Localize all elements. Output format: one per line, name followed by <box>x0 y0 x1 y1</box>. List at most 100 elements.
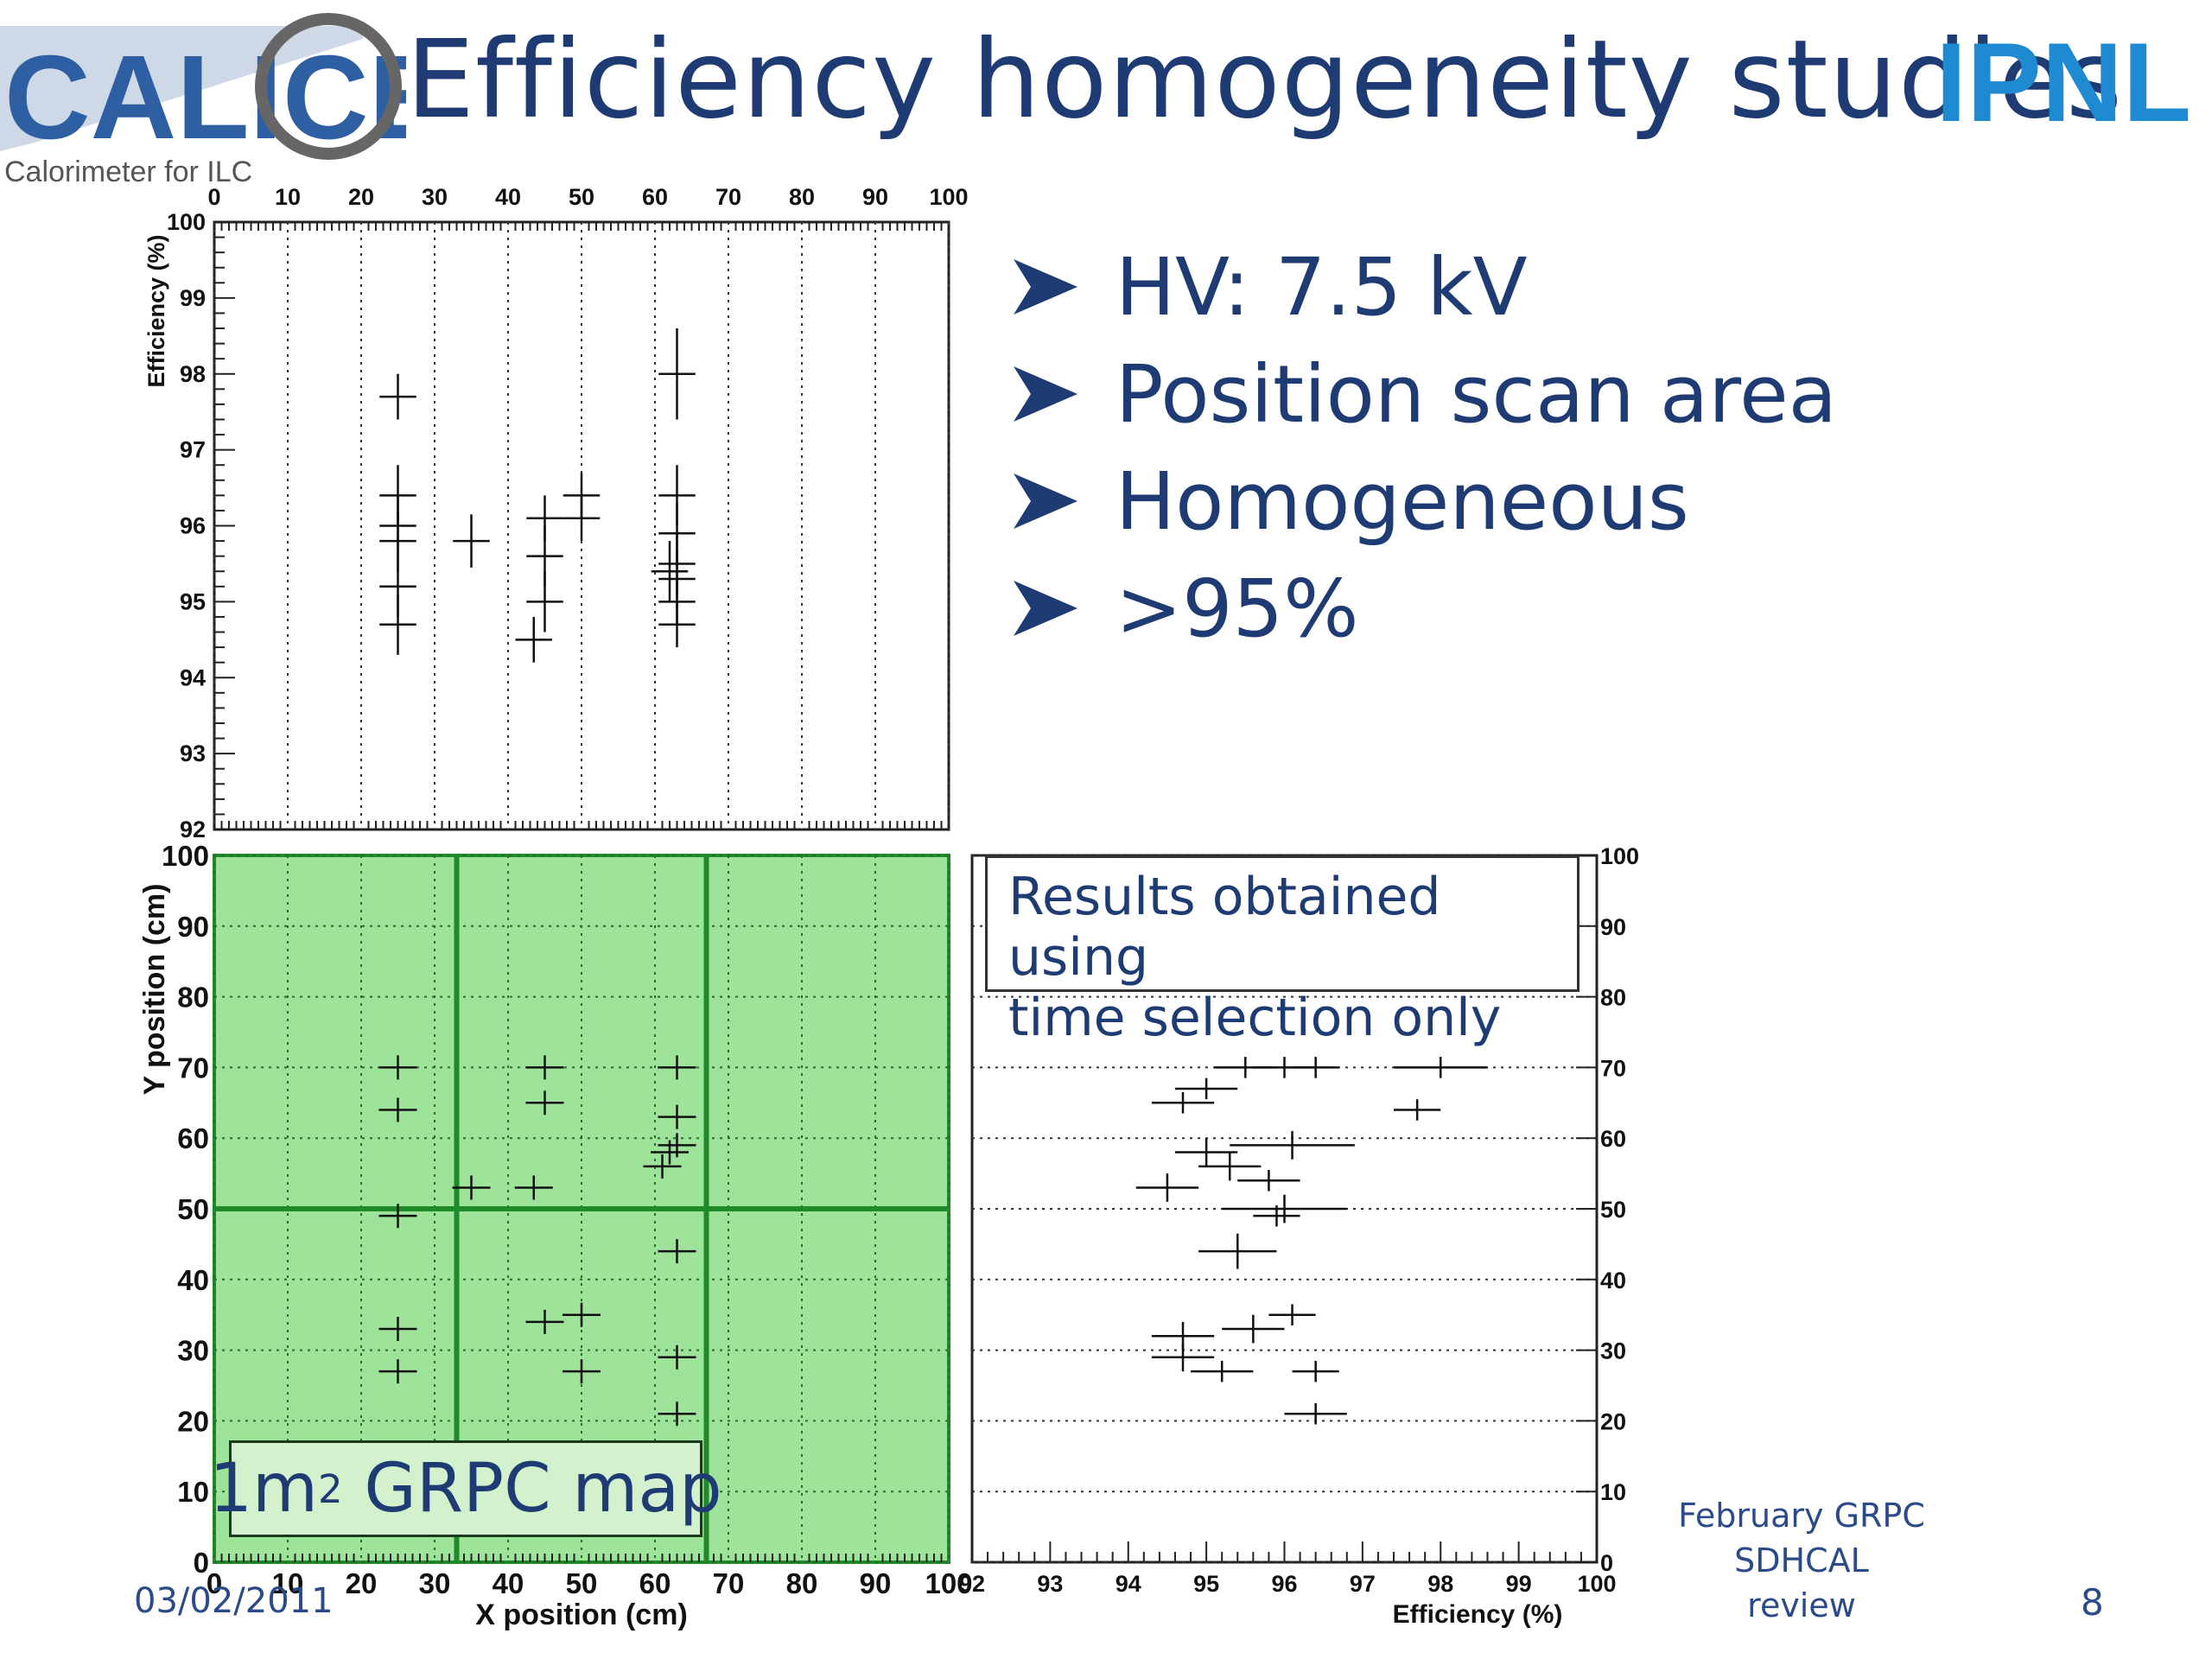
y-tick-label: 0 <box>194 1547 209 1579</box>
map-point <box>514 1175 553 1200</box>
data-point <box>658 601 696 648</box>
y-tick-label: 100 <box>1600 843 1639 869</box>
data-point <box>1198 1233 1277 1269</box>
y-tick-label: 60 <box>1600 1126 1626 1152</box>
data-point <box>1151 1343 1215 1372</box>
arrow-bullet-icon <box>1014 581 1077 636</box>
x-tick-label: 98 <box>1427 1571 1453 1597</box>
x-tick-label: 30 <box>419 1567 451 1599</box>
x-tick-label: 20 <box>348 184 374 210</box>
review-line: SDHCAL review <box>1734 1541 1869 1624</box>
bullet-item: Position scan area <box>1007 340 1837 448</box>
y-tick-label: 50 <box>1600 1197 1626 1223</box>
data-point <box>1174 1077 1238 1100</box>
map-point <box>525 1090 564 1116</box>
data-point <box>515 616 552 663</box>
map-point <box>378 1359 417 1384</box>
y-tick-label: 10 <box>1600 1479 1626 1505</box>
map-point <box>658 1055 696 1080</box>
x-tick-label: 50 <box>566 1567 598 1599</box>
data-point <box>1151 1092 1215 1114</box>
x-tick-label: 90 <box>860 1567 892 1599</box>
y-tick-label: 80 <box>1600 985 1626 1011</box>
x-axis-label: X position (cm) <box>475 1599 688 1631</box>
data-point <box>453 514 490 568</box>
review-label: February GRPC SDHCAL review <box>1676 1493 1927 1628</box>
x-tick-label: 10 <box>275 184 301 210</box>
data-point <box>651 541 689 602</box>
map-label-sup: 2 <box>317 1465 343 1512</box>
y-tick-label: 96 <box>180 513 206 539</box>
y-axis-label: Efficiency (%) <box>143 234 169 387</box>
x-tick-label: 10 <box>272 1567 304 1599</box>
map-point <box>378 1055 417 1080</box>
slide-date: 03/02/2011 <box>134 1581 334 1621</box>
x-tick-label: 0 <box>207 184 220 210</box>
data-point <box>1135 1173 1199 1202</box>
bullet-text: Homogeneous <box>1116 454 1689 548</box>
map-point <box>563 1359 601 1384</box>
data-point <box>1394 1057 1488 1078</box>
x-tick-label: 60 <box>642 184 668 210</box>
review-line: February GRPC <box>1678 1497 1925 1535</box>
y-tick-label: 98 <box>180 361 206 387</box>
data-point <box>658 328 696 420</box>
y-tick-label: 10 <box>177 1476 209 1508</box>
y-tick-label: 40 <box>1600 1268 1626 1294</box>
x-tick-label: 100 <box>1577 1571 1616 1597</box>
data-point <box>1253 1205 1300 1227</box>
map-point <box>563 1302 601 1327</box>
ipnl-logo: IPNL <box>1936 26 2191 138</box>
bullet-text: >95% <box>1116 562 1359 655</box>
calice-logo: CALICE Calorimeter for ILC <box>0 13 406 188</box>
x-tick-label: 96 <box>1271 1571 1297 1597</box>
data-point <box>1191 1360 1254 1382</box>
map-point <box>643 1154 682 1179</box>
bullet-list: HV: 7.5 kV Position scan area Homogeneou… <box>1007 233 1837 662</box>
x-tick-label: 99 <box>1506 1571 1532 1597</box>
data-point <box>1237 1170 1300 1192</box>
bullet-item: >95% <box>1007 555 1837 662</box>
y-tick-label: 20 <box>1600 1408 1626 1434</box>
data-point <box>1222 1194 1347 1224</box>
y-tick-label: 90 <box>177 911 209 943</box>
y-tick-label: 40 <box>177 1264 209 1296</box>
map-point <box>525 1055 564 1080</box>
data-point <box>526 571 563 632</box>
y-tick-label: 60 <box>177 1122 209 1154</box>
x-tick-label: 93 <box>1037 1571 1063 1597</box>
data-point <box>1292 1057 1339 1078</box>
arrow-bullet-icon <box>1014 474 1077 529</box>
arrow-bullet-icon <box>1014 366 1077 422</box>
x-tick-label: 60 <box>639 1567 671 1599</box>
x-tick-label: 90 <box>862 184 888 210</box>
slide-title: Efficiency homogeneity studies <box>406 17 2123 143</box>
bullet-item: HV: 7.5 kV <box>1007 233 1837 340</box>
map-point <box>658 1239 696 1264</box>
data-point <box>1268 1304 1316 1325</box>
bullet-text: HV: 7.5 kV <box>1116 240 1528 334</box>
y-tick-label: 20 <box>177 1405 209 1437</box>
y-axis-label: Y position (cm) <box>138 884 171 1096</box>
map-point <box>525 1309 564 1334</box>
data-point <box>379 594 416 655</box>
ipnl-logo-text: IPNL <box>1936 26 2191 138</box>
map-label-main: 1m <box>209 1450 318 1528</box>
x-tick-label: 20 <box>346 1567 378 1599</box>
x-tick-label: 70 <box>713 1567 745 1599</box>
map-point <box>378 1317 417 1342</box>
page-number: 8 <box>2081 1581 2104 1624</box>
calice-tagline: Calorimeter for ILC <box>4 156 252 188</box>
x-tick-label: 30 <box>422 184 448 210</box>
y-tick-label: 93 <box>180 741 206 766</box>
map-point <box>378 1097 417 1122</box>
data-point <box>1394 1099 1441 1121</box>
x-tick-label: 100 <box>925 1567 972 1599</box>
results-note: Results obtained using time selection on… <box>985 855 1580 1048</box>
results-note-line: time selection only <box>1008 988 1502 1048</box>
y-tick-label: 80 <box>177 982 209 1014</box>
map-label: 1m 2 GRPC map <box>209 1440 722 1537</box>
data-point <box>1198 1152 1262 1181</box>
data-point <box>1292 1360 1339 1382</box>
